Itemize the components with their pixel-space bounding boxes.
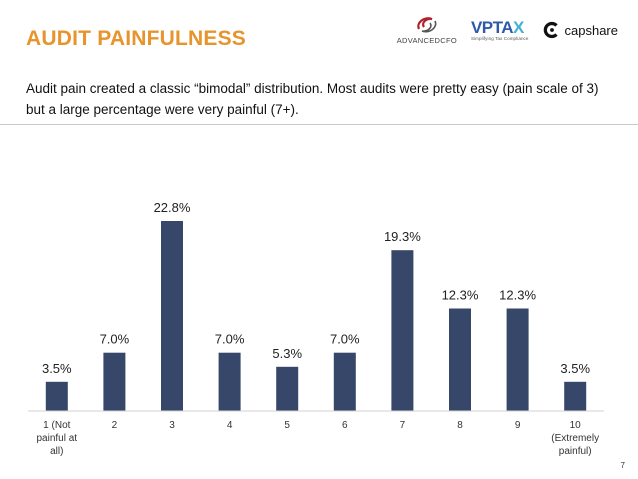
data-label-7: 19.3% [384, 229, 421, 244]
x-tick-label-10: 10 (Extremely painful) [551, 420, 599, 457]
x-tick-label-1: 1 (Not painful at all) [37, 420, 78, 457]
advancecfo-swirl-icon [417, 17, 437, 33]
x-tick-label-5: 5 [284, 420, 290, 431]
header-divider [0, 124, 638, 125]
page-title: AUDIT PAINFULNESS [26, 27, 247, 50]
x-tick-label-6: 6 [342, 420, 348, 431]
x-tick-label-9: 9 [515, 420, 521, 431]
bar-8 [449, 308, 471, 411]
data-label-1: 3.5% [42, 361, 72, 376]
data-label-3: 22.8% [154, 200, 191, 215]
bar-9 [506, 308, 529, 411]
bar-3 [161, 221, 183, 411]
capshare-c-icon [543, 21, 558, 39]
data-label-6: 7.0% [330, 332, 360, 347]
data-label-8: 12.3% [442, 288, 479, 303]
data-label-10: 3.5% [560, 361, 590, 376]
vptax-tagline: Simplifying Tax Compliance [470, 36, 529, 41]
vptax-logo: VPTAX Simplifying Tax Compliance [471, 19, 529, 41]
x-tick-label-4: 4 [227, 420, 233, 431]
capshare-logo: capshare [543, 21, 618, 39]
bar-7 [391, 250, 414, 411]
advancecfo-wordmark: ADVANCEDCFO [396, 36, 457, 45]
x-tick-label-8: 8 [457, 420, 463, 431]
bar-4 [218, 352, 241, 411]
bar-1 [45, 381, 68, 411]
data-label-2: 7.0% [100, 332, 130, 347]
chart-description: Audit pain created a classic “bimodal” d… [26, 81, 599, 117]
bars-group: 3.5% 7.0% 22.8% 7.0% 5.3% 7.0% 19.3% 12.3% 12.3%… [42, 200, 590, 411]
x-tick-label-2: 2 [112, 420, 118, 431]
data-label-4: 7.0% [215, 332, 245, 347]
bar-2 [103, 352, 126, 411]
x-tick-labels: 1 (Not painful at all) 2 3 4 5 6 7 8 9 10 (Extremely… [37, 420, 600, 457]
advancecfo-logo: ADVANCEDCFO [397, 15, 457, 45]
logo-bar: ADVANCEDCFO VPTAX Simplifying Tax Compli… [397, 12, 618, 48]
x-tick-label-7: 7 [400, 420, 406, 431]
capshare-wordmark: capshare [564, 22, 618, 38]
bar-6 [333, 352, 356, 411]
vptax-wordmark: VPTAX [470, 18, 524, 37]
x-tick-label-3: 3 [169, 420, 175, 431]
bar-5 [276, 366, 299, 411]
page-number: 7 [620, 461, 625, 470]
data-label-9: 12.3% [499, 288, 536, 303]
data-label-5: 5.3% [272, 346, 302, 361]
bar-10 [564, 381, 587, 411]
